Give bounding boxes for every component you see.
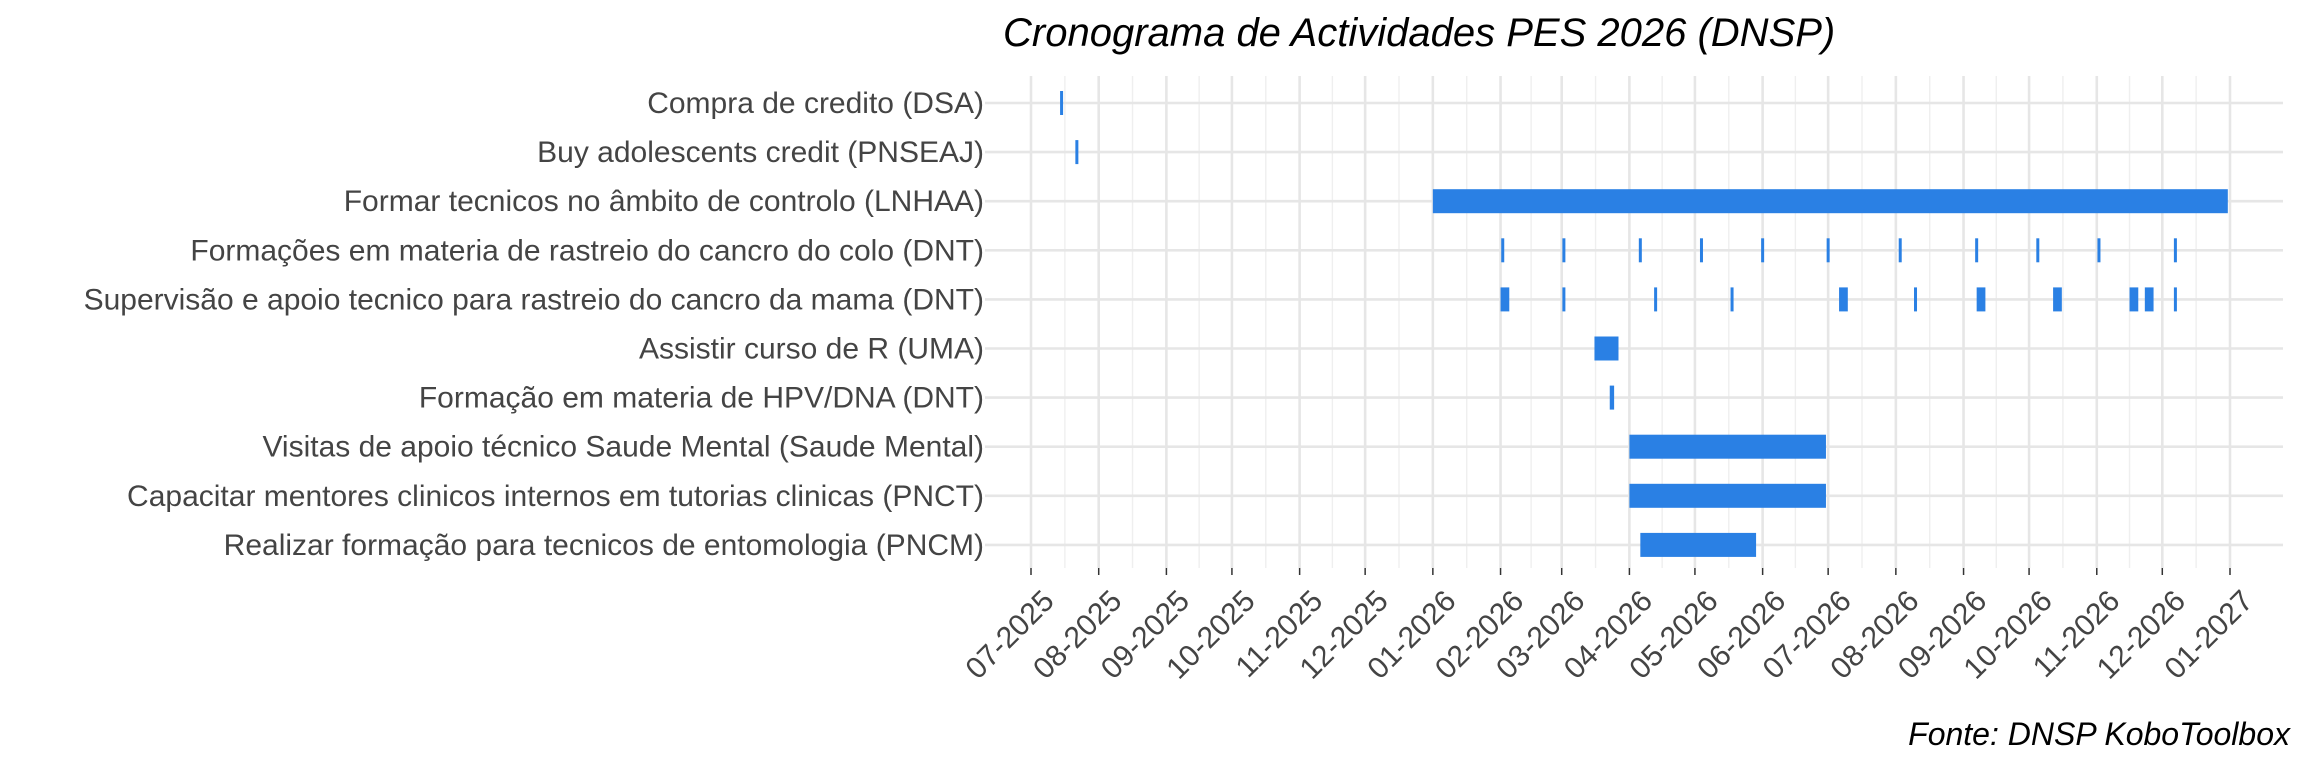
task-bar (1839, 287, 1848, 312)
x-axis-labels: 07-202508-202509-202510-202511-202512-20… (959, 568, 2260, 686)
task-bar (1562, 238, 1566, 263)
task-bar (1075, 140, 1079, 165)
task-bar (2129, 287, 2139, 312)
task-bar (1699, 238, 1703, 263)
task-bar (1629, 483, 1826, 508)
task-bar (1654, 287, 1658, 312)
task-bar (1432, 189, 2228, 214)
task-bar (1060, 91, 1064, 115)
chart-title: Cronograma de Actividades PES 2026 (DNSP… (1003, 11, 1835, 55)
task-bar (2173, 238, 2177, 263)
chart-caption: Fonte: DNSP KoboToolbox (1908, 716, 2291, 752)
task-bar (1638, 238, 1642, 263)
task-bar (1501, 238, 1505, 263)
category-label: Supervisão e apoio tecnico para rastreio… (84, 283, 984, 316)
task-bar (1826, 238, 1830, 263)
task-bar (2144, 287, 2154, 312)
task-bar (1500, 287, 1510, 312)
task-bar (1761, 238, 1765, 263)
category-label: Formação em materia de HPV/DNA (DNT) (419, 382, 984, 415)
task-bars (1060, 91, 2228, 557)
task-bar (1976, 287, 1986, 312)
category-label: Realizar formação para tecnicos de entom… (224, 529, 984, 562)
task-bar (1562, 287, 1566, 312)
task-bar (2097, 238, 2101, 263)
category-label: Formar tecnicos no âmbito de controlo (L… (344, 185, 984, 218)
task-bar (1594, 336, 1619, 361)
task-bar (1629, 434, 1826, 459)
category-label: Assistir curso de R (UMA) (639, 333, 984, 366)
grid-lines (985, 76, 2283, 568)
category-label: Buy adolescents credit (PNSEAJ) (537, 136, 984, 169)
y-axis-labels: Compra de credito (DSA) Buy adolescents c… (84, 87, 984, 562)
task-bar (2036, 238, 2040, 263)
task-bar (1640, 532, 1757, 557)
task-bar (1730, 287, 1734, 312)
task-bar (1898, 238, 1902, 263)
task-bar (1914, 287, 1918, 312)
category-label: Compra de credito (DSA) (647, 87, 984, 120)
task-bar (1975, 238, 1979, 263)
category-label: Visitas de apoio técnico Saude Mental (S… (262, 431, 984, 464)
task-bar (2053, 287, 2062, 312)
category-label: Formações em materia de rastreio do canc… (190, 234, 984, 267)
task-bar (1609, 385, 1615, 410)
category-label: Capacitar mentores clinicos internos em … (127, 480, 984, 513)
task-bar (2173, 287, 2177, 312)
